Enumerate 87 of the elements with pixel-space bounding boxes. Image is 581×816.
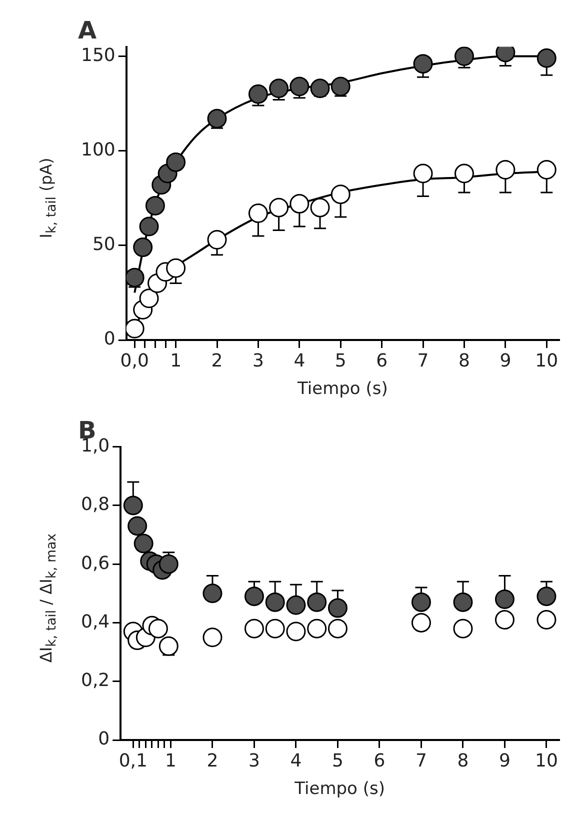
point [158,636,178,656]
x-tick-label: 1 [170,350,182,372]
x-tick-label: 9 [500,350,512,372]
x-tick-label: 4 [294,350,306,372]
point [128,516,148,536]
point [265,618,285,638]
point [290,194,310,214]
x-tick-label: 0,0 [120,350,149,372]
point [134,534,154,554]
point [310,198,330,218]
y-tick-label: 0,2 [80,670,110,692]
point [328,618,348,638]
point [496,160,516,180]
point [536,48,556,68]
x-tick-label: 6 [376,350,388,372]
x-tick-label: 4 [290,750,302,772]
point [166,258,186,278]
x-axis-title: Tiempo (s) [296,379,388,400]
point [202,584,222,604]
point [123,496,143,516]
point [307,618,327,638]
point [536,610,556,630]
y-tick-label: 0,8 [80,494,110,516]
point [139,216,159,236]
point [413,54,433,74]
x-tick-label: 8 [458,350,470,372]
point [265,592,285,612]
x-tick-label: 0,1 [118,750,148,772]
x-tick-label: 5 [332,750,344,772]
x-tick-label: 2 [211,350,223,372]
point [411,592,431,612]
x-tick-label: 7 [417,350,429,372]
y-tick-label: 100 [80,140,116,161]
point [248,204,268,224]
x-tick-label: 5 [334,350,346,372]
y-tick-label: 50 [92,234,116,256]
x-tick-label: 3 [252,350,264,372]
point [454,164,474,184]
point [290,76,310,96]
x-tick-label: 10 [535,750,558,772]
x-tick-label: 3 [248,750,260,772]
y-tick-label: 0 [98,728,110,750]
point [310,78,330,98]
x-axis-title: Tiempo (s) [294,779,385,800]
point [269,198,289,218]
y-tick-label: 0,6 [80,552,110,574]
point [158,554,178,574]
point [244,618,264,638]
point [494,590,514,610]
x-tick-label: 10 [535,350,558,372]
x-tick-label: 1 [165,750,176,772]
x-tick-label: 2 [206,750,218,772]
point [453,618,473,638]
x-tick-label: 9 [499,750,510,772]
point [207,108,227,128]
x-tick-label: 7 [416,750,427,772]
point [453,592,473,612]
point [148,618,168,638]
point [454,46,474,66]
point [286,595,306,615]
point [286,622,306,642]
point [166,152,186,172]
point [139,288,159,308]
point [411,612,431,632]
y-tick-label: 150 [80,44,116,66]
x-tick-label: 6 [374,750,386,772]
x-tick-label: 8 [457,750,469,772]
point [133,238,153,258]
point [145,196,165,216]
point [202,628,222,648]
point [536,586,556,606]
y-tick-label: 0,4 [80,611,110,632]
point [536,160,556,180]
point [413,164,433,184]
point [330,184,350,204]
point [248,84,268,104]
point [494,610,514,630]
point [207,230,227,250]
point [307,592,327,612]
point [328,598,348,618]
point [244,586,264,606]
point [126,318,144,338]
chart-title: A [78,16,97,45]
point [126,268,144,288]
point [330,76,350,96]
y-tick-label: 0 [104,328,116,350]
point [269,78,289,98]
